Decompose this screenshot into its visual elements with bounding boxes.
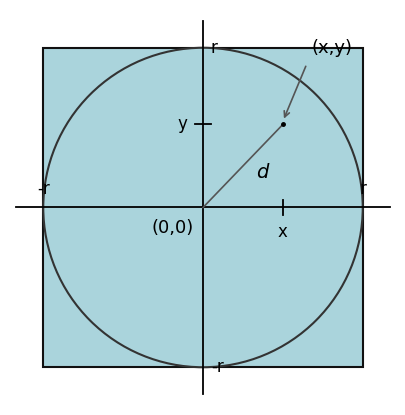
Text: (x,y): (x,y) — [311, 39, 352, 57]
Text: y: y — [177, 115, 187, 134]
Text: x: x — [277, 223, 287, 242]
Text: r: r — [211, 39, 217, 57]
Text: (0,0): (0,0) — [151, 219, 193, 237]
Text: r: r — [358, 180, 365, 198]
Text: -r: -r — [211, 358, 223, 376]
Bar — [43, 48, 362, 367]
Text: d: d — [255, 163, 268, 182]
Text: -r: -r — [37, 180, 49, 198]
Circle shape — [43, 48, 362, 367]
